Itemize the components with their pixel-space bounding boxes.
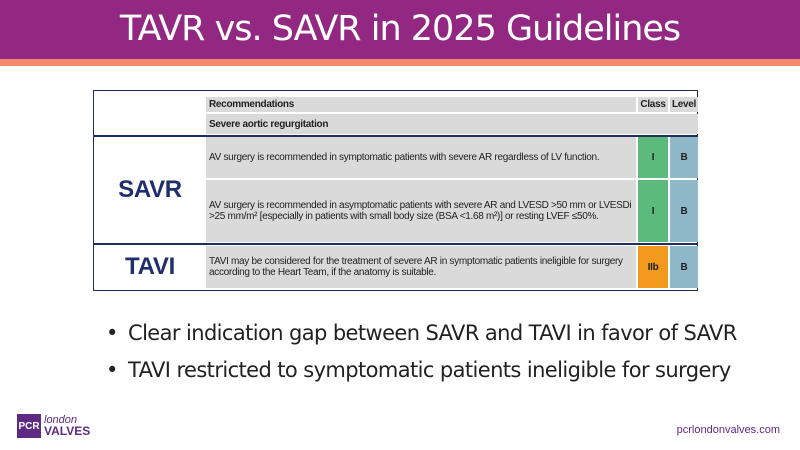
bullet-point: Clear indication gap between SAVR and TA… [106,321,737,345]
website-url: pcrlondonvalves.com [676,424,780,436]
pcr-london-valves-logo: PCR london VALVES [17,414,90,438]
group-label-savr: SAVR [118,175,182,203]
logo-line2: VALVES [44,424,91,438]
section-title: Severe aortic regurgitation [206,114,698,134]
class-badge: I [638,137,668,178]
logo-line1: london [44,414,78,426]
logo-box: PCR [17,414,41,438]
level-badge: B [670,137,698,178]
table-row-text: AV surgery is recommended in asymptomati… [206,180,636,242]
class-badge: I [638,180,668,242]
header-recommendations: Recommendations [206,97,636,112]
header-level: Level [670,97,698,112]
level-badge: B [670,180,698,242]
group-label-tavi: TAVI [125,253,175,280]
guideline-table: Recommendations Class Level Severe aorti… [93,90,698,291]
divider [94,135,697,137]
accent-bar [0,59,800,66]
bullet-point: TAVI restricted to symptomatic patients … [106,358,731,382]
level-badge: B [670,246,698,288]
table-row-text: AV surgery is recommended in symptomatic… [206,137,636,178]
header-class: Class [638,97,668,112]
slide-title: TAVR vs. SAVR in 2025 Guidelines [0,0,800,59]
class-badge: IIb [638,246,668,288]
divider [94,243,697,245]
table-row-text: TAVI may be considered for the treatment… [206,246,636,288]
